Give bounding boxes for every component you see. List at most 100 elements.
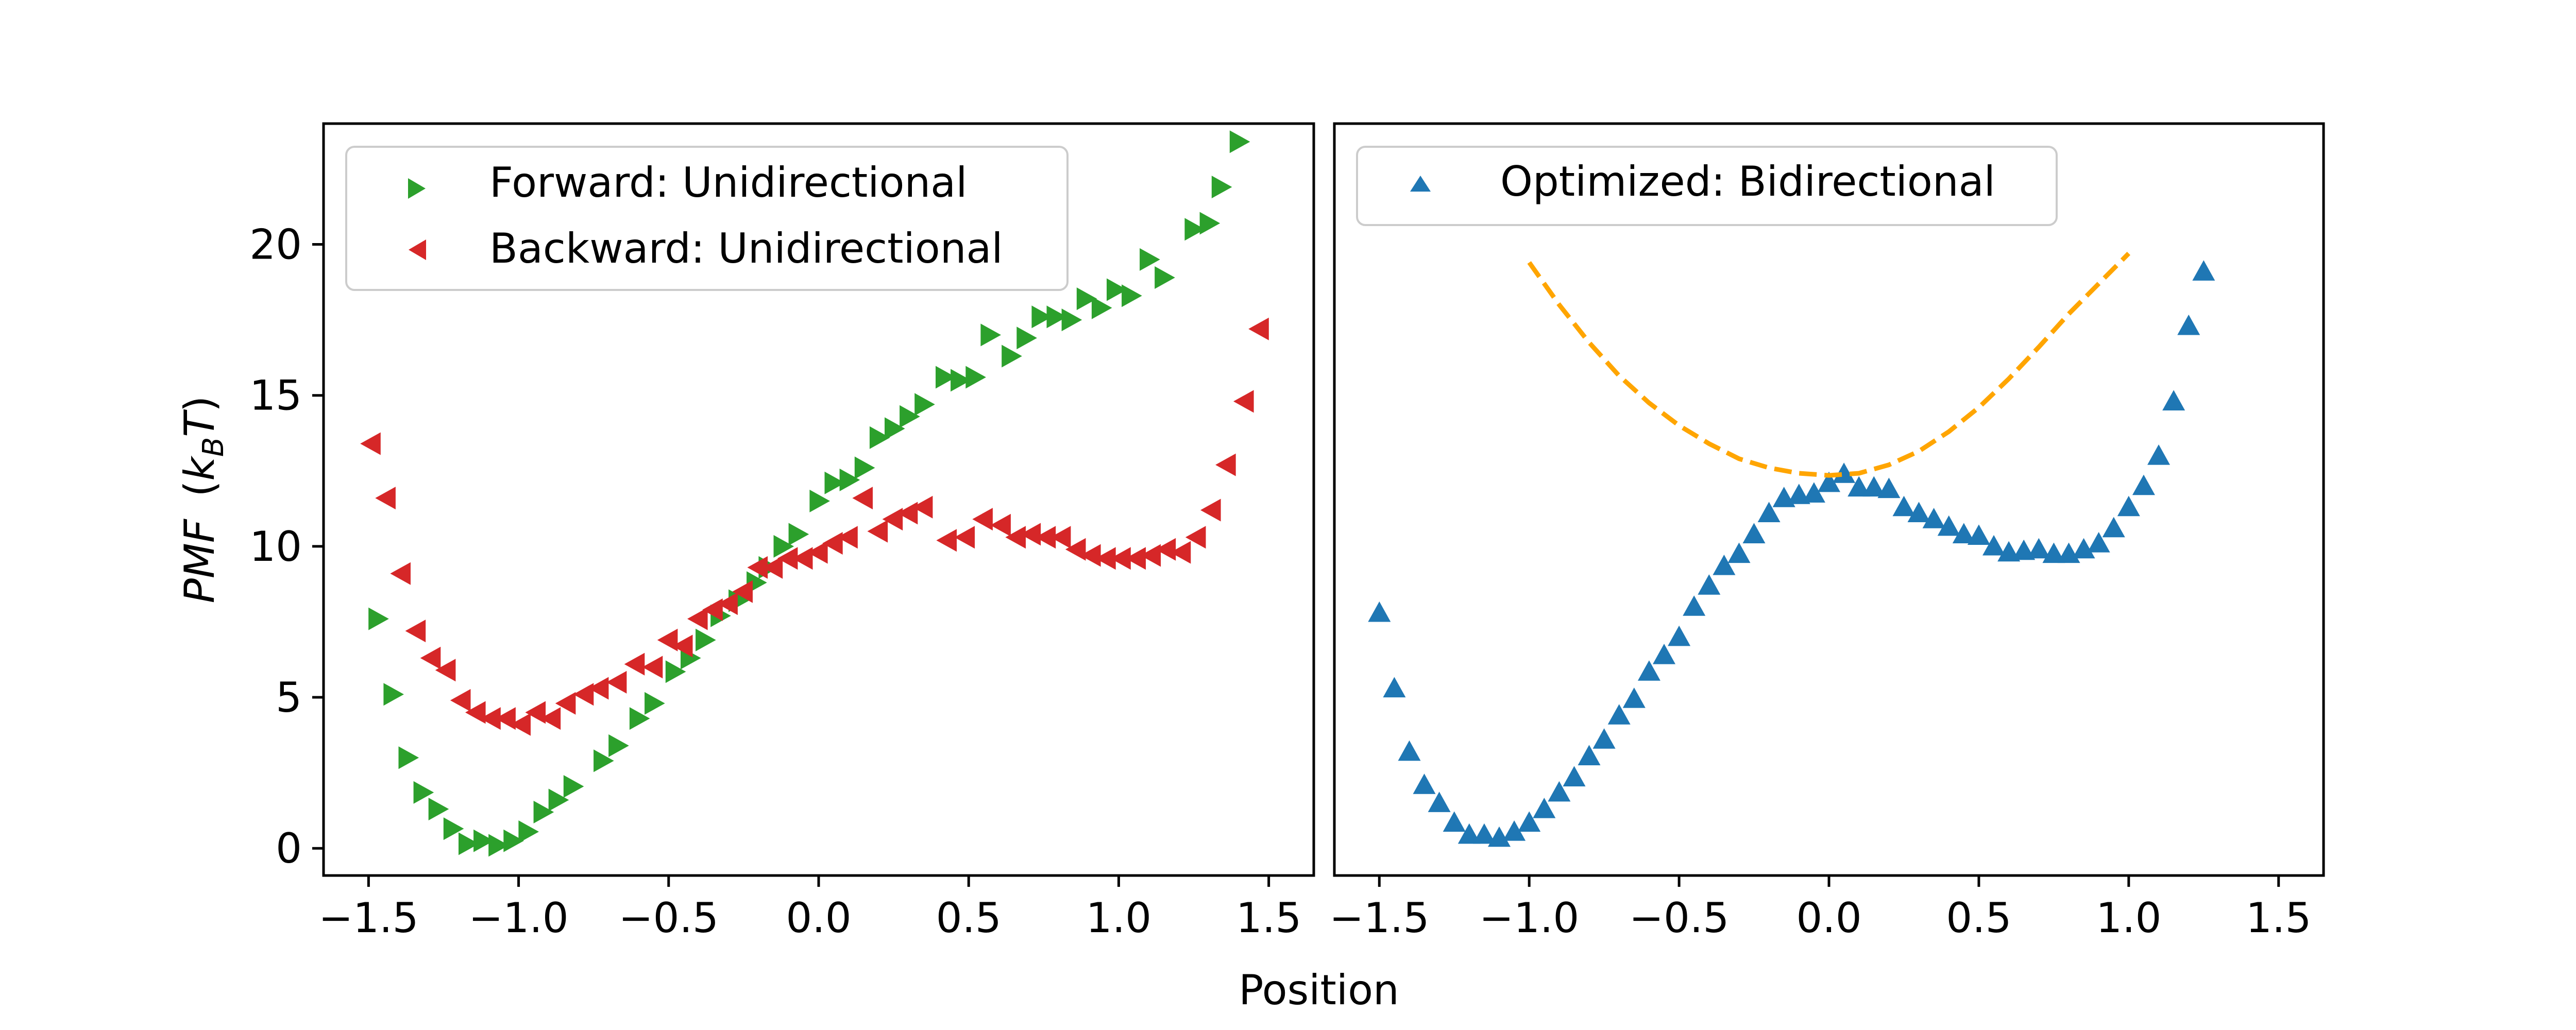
data-point: [1170, 541, 1191, 564]
data-point: [807, 541, 828, 564]
data-point: [1046, 305, 1067, 329]
data-point: [1742, 523, 1766, 543]
y-axis-title-subscript: B: [197, 437, 230, 457]
x-tick-label: 0.0: [1796, 894, 1861, 942]
data-point: [2162, 390, 2185, 410]
x-tick-label: 0.5: [1946, 894, 2011, 942]
data-point: [1907, 502, 1930, 522]
data-point: [1110, 547, 1131, 570]
data-point: [852, 487, 873, 510]
data-point: [555, 692, 576, 715]
data-point: [629, 707, 650, 730]
data-point: [897, 502, 918, 525]
right-panel-frame: [1333, 122, 2325, 877]
data-point: [1607, 704, 1631, 725]
data-point: [2192, 260, 2215, 281]
data-point: [1833, 462, 1856, 483]
data-point: [1637, 660, 1660, 681]
data-point: [869, 426, 890, 449]
x-tick-label: 1.0: [1086, 894, 1151, 942]
data-point: [773, 535, 794, 558]
data-point: [1215, 453, 1236, 476]
x-tick-label: 1.5: [1236, 894, 1301, 942]
data-point: [1050, 526, 1071, 549]
data-point: [1713, 555, 1736, 575]
data-point: [822, 532, 843, 555]
x-tick-label: −1.5: [318, 894, 418, 942]
data-point: [1937, 515, 1960, 536]
right-x-axis: −1.5 −1.0 −0.5 0.0 0.5 1.0 1.5: [1329, 876, 2311, 942]
data-point: [965, 366, 986, 389]
data-point: [375, 487, 396, 510]
data-point: [390, 562, 411, 585]
data-point: [1061, 308, 1082, 332]
data-point: [839, 468, 860, 491]
legend-backward-label: Backward: Unidirectional: [489, 225, 1003, 272]
data-point: [1802, 482, 1825, 503]
data-point: [525, 701, 546, 724]
data-point: [2042, 542, 2065, 563]
left-y-axis: 0 5 10 15 20: [249, 221, 324, 872]
data-point: [702, 598, 723, 621]
data-point: [1398, 740, 1421, 761]
data-point: [563, 775, 584, 798]
left-panel: −1.5 −1.0 −0.5 0.0 0.5 1.0 1.5 0 5 10 15 20 PMF (k…: [176, 122, 1315, 942]
y-axis-title-close: ): [176, 396, 224, 412]
data-point: [428, 798, 449, 820]
left-x-axis: −1.5 −1.0 −0.5 0.0 0.5 1.0 1.5: [318, 876, 1301, 942]
data-point: [1005, 526, 1026, 549]
data-point: [1248, 317, 1269, 340]
data-point: [2117, 495, 2140, 517]
right-legend-box: [1356, 146, 2058, 226]
data-point: [608, 734, 629, 757]
data-point: [980, 323, 1001, 347]
data-point: [1016, 327, 1037, 350]
data-point: [488, 834, 509, 857]
data-point: [1031, 305, 1052, 329]
data-point: [1080, 544, 1101, 567]
y-tick-label: 0: [276, 825, 302, 872]
data-point: [360, 432, 381, 455]
data-point: [1533, 798, 1556, 818]
data-point: [867, 520, 888, 543]
legend-forward-label: Forward: Unidirectional: [489, 159, 967, 207]
data-point: [1892, 495, 1916, 517]
data-point: [936, 529, 957, 552]
data-point: [420, 646, 441, 670]
left-legend-box: [345, 146, 1069, 291]
data-point: [1727, 542, 1751, 563]
data-point: [762, 556, 783, 579]
data-point: [1140, 248, 1160, 271]
data-point: [912, 495, 933, 519]
data-point: [1035, 526, 1056, 549]
data-point: [1020, 523, 1041, 546]
data-point: [368, 607, 389, 630]
data-point: [809, 489, 830, 512]
data-point: [540, 707, 561, 730]
data-point: [1877, 477, 1901, 499]
data-point: [588, 677, 609, 700]
data-point: [1848, 476, 1871, 497]
legend-forward-marker: [408, 178, 426, 199]
data-point: [747, 556, 768, 579]
x-axis-title: Position: [1239, 966, 1399, 1014]
data-point: [1125, 547, 1146, 570]
data-point: [1952, 523, 1975, 543]
y-axis-title-main: PMF: [176, 519, 224, 603]
data-point: [2177, 314, 2200, 335]
data-point: [1428, 792, 1451, 812]
data-point: [1076, 287, 1097, 311]
x-tick-label: 0.5: [936, 894, 1002, 942]
data-point: [480, 707, 501, 730]
data-point: [1383, 677, 1406, 698]
data-point: [413, 781, 434, 804]
data-point: [732, 580, 753, 603]
data-point: [435, 659, 456, 682]
data-point: [533, 800, 554, 823]
data-point: [2087, 532, 2110, 553]
data-point: [2102, 517, 2125, 538]
data-point: [1233, 390, 1254, 413]
data-point: [2027, 538, 2050, 559]
data-point: [459, 832, 479, 855]
